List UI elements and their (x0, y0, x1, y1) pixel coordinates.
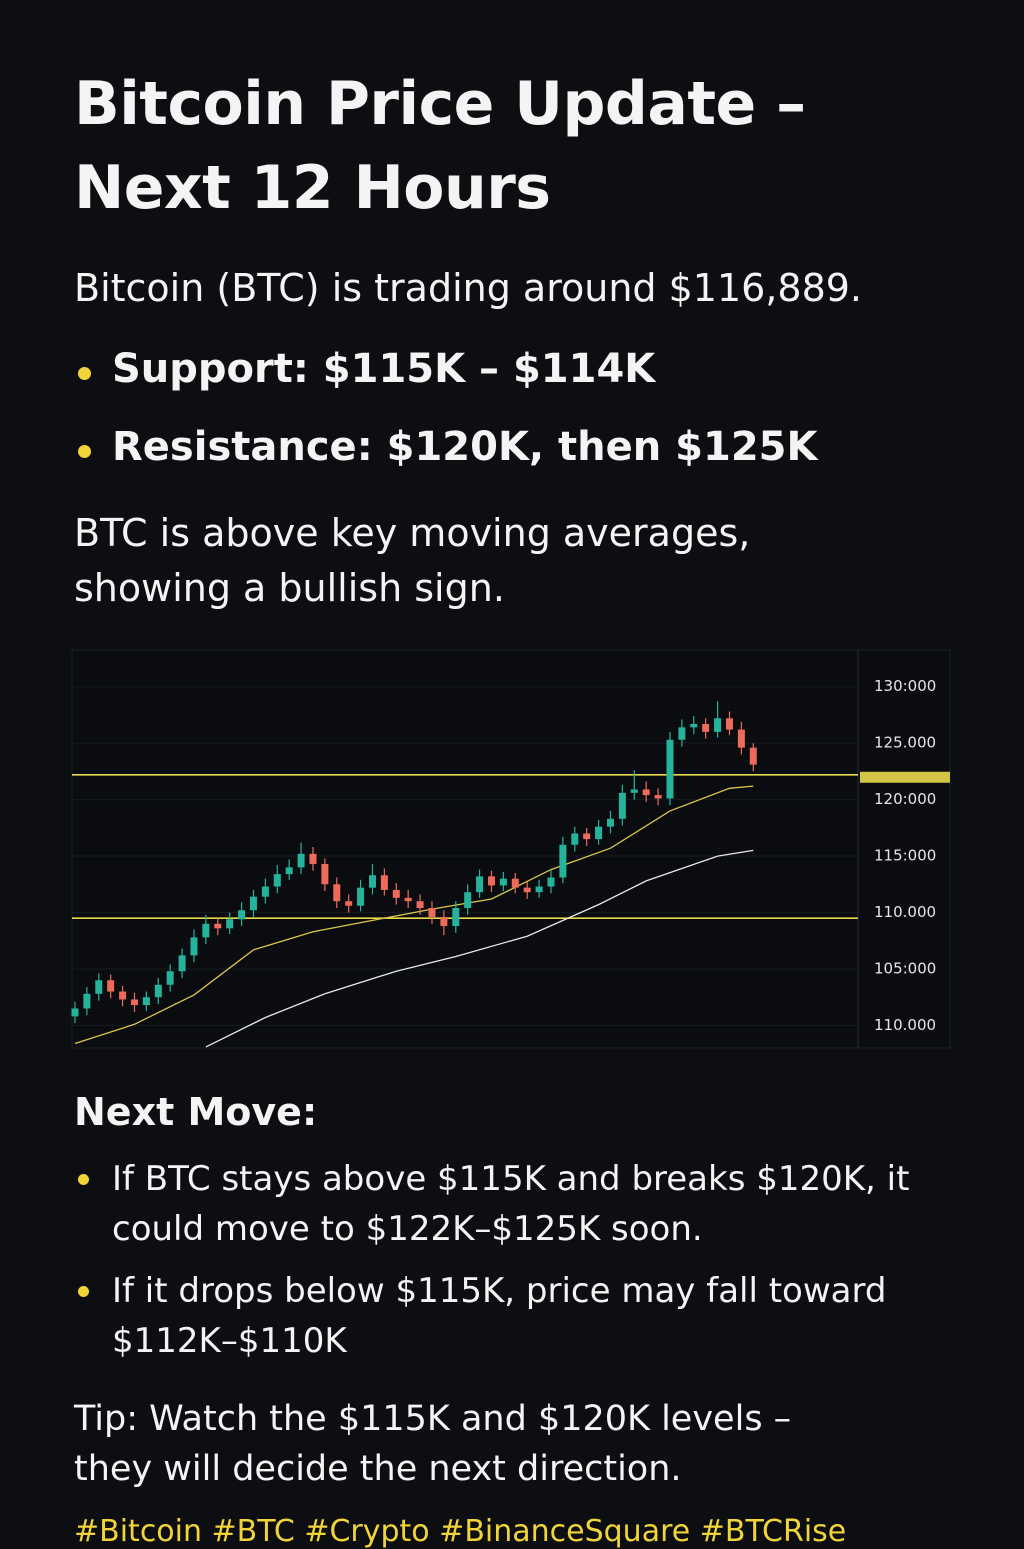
next-move-heading: Next Move: (74, 1090, 318, 1134)
candle-body (535, 886, 543, 893)
next-move-list: If BTC stays above $115K and breaks $120… (74, 1154, 934, 1378)
candle-body (202, 923, 210, 938)
level-item: Resistance: $120K, then $125K (74, 424, 818, 502)
candle-body (630, 789, 638, 793)
candle-body (642, 789, 650, 796)
candle-body (583, 833, 591, 840)
y-tick-label: 120:000 (874, 790, 936, 808)
y-tick-label: 130:000 (874, 677, 936, 695)
candle-body (499, 878, 507, 886)
candle-body (238, 910, 246, 920)
candle-body (285, 867, 293, 875)
candle-body (654, 795, 662, 799)
candle-body (737, 729, 745, 748)
candle-body (690, 723, 698, 728)
level-item: Support: $115K – $114K (74, 346, 818, 424)
candle-body (476, 876, 484, 893)
candle-body (511, 878, 519, 888)
candle-body (190, 937, 198, 956)
candle-body (440, 917, 448, 927)
candle-body (595, 826, 603, 840)
candle-body (571, 833, 579, 845)
candle-body (226, 919, 234, 929)
candle-body (666, 739, 674, 799)
summary: BTC is above key moving averages, showin… (74, 511, 751, 610)
candle-body (487, 876, 495, 886)
candle-body (154, 984, 162, 998)
hashtags: #Bitcoin #BTC #Crypto #BinanceSquare #BT… (74, 1514, 847, 1549)
candle-body (416, 901, 424, 908)
candle-body (333, 884, 341, 902)
candle-body (249, 896, 257, 911)
candle-body (547, 877, 555, 887)
candle-body (261, 886, 269, 897)
tip: Tip: Watch the $115K and $120K levels – … (74, 1399, 792, 1489)
candle-body (166, 971, 174, 985)
candle-body (452, 907, 460, 927)
candle-body (130, 999, 138, 1006)
candle-body (142, 997, 150, 1006)
key-levels: Support: $115K – $114K Resistance: $120K… (74, 346, 818, 502)
candle-body (309, 853, 317, 864)
candle-body (119, 991, 127, 1000)
candle-body (214, 923, 222, 929)
candle-body (392, 889, 400, 898)
candle-body (404, 897, 412, 902)
candle-body (345, 901, 353, 906)
candle-body (357, 887, 365, 906)
candle-body (559, 844, 567, 878)
candle-body (464, 892, 472, 908)
candle-body (618, 792, 626, 819)
y-tick-label: 105:000 (874, 959, 936, 977)
candle-body (523, 887, 531, 893)
candle-body (95, 980, 103, 994)
candle-body (321, 863, 329, 885)
candle-body (714, 718, 722, 732)
next-move-item: If it drops below $115K, price may fall … (74, 1266, 934, 1366)
candle-body (749, 747, 757, 765)
y-tick-label: 125.000 (874, 734, 936, 752)
candle-body (83, 993, 91, 1009)
price-marker (860, 771, 950, 783)
candle-body (428, 907, 436, 918)
candle-body (297, 853, 305, 868)
candle-body (702, 723, 710, 732)
y-tick-label: 110.000 (874, 903, 936, 921)
candle-body (107, 980, 115, 992)
next-move-item: If BTC stays above $115K and breaks $120… (74, 1154, 934, 1254)
candle-body (273, 874, 281, 887)
candle-body (678, 727, 686, 740)
moving-average (205, 849, 754, 1048)
y-tick-label: 110.000 (874, 1016, 936, 1034)
intro: Bitcoin (BTC) is trading around $116,889… (74, 266, 862, 310)
candle-body (71, 1008, 79, 1017)
candle-body (368, 875, 376, 888)
y-tick-label: 115:000 (874, 847, 936, 865)
candle-body (606, 818, 614, 827)
candle-body (178, 955, 186, 972)
candle-body (380, 875, 388, 890)
chart-frame (71, 649, 951, 1049)
title: Bitcoin Price Update – Next 12 Hours (74, 69, 806, 223)
candle-body (725, 718, 733, 730)
